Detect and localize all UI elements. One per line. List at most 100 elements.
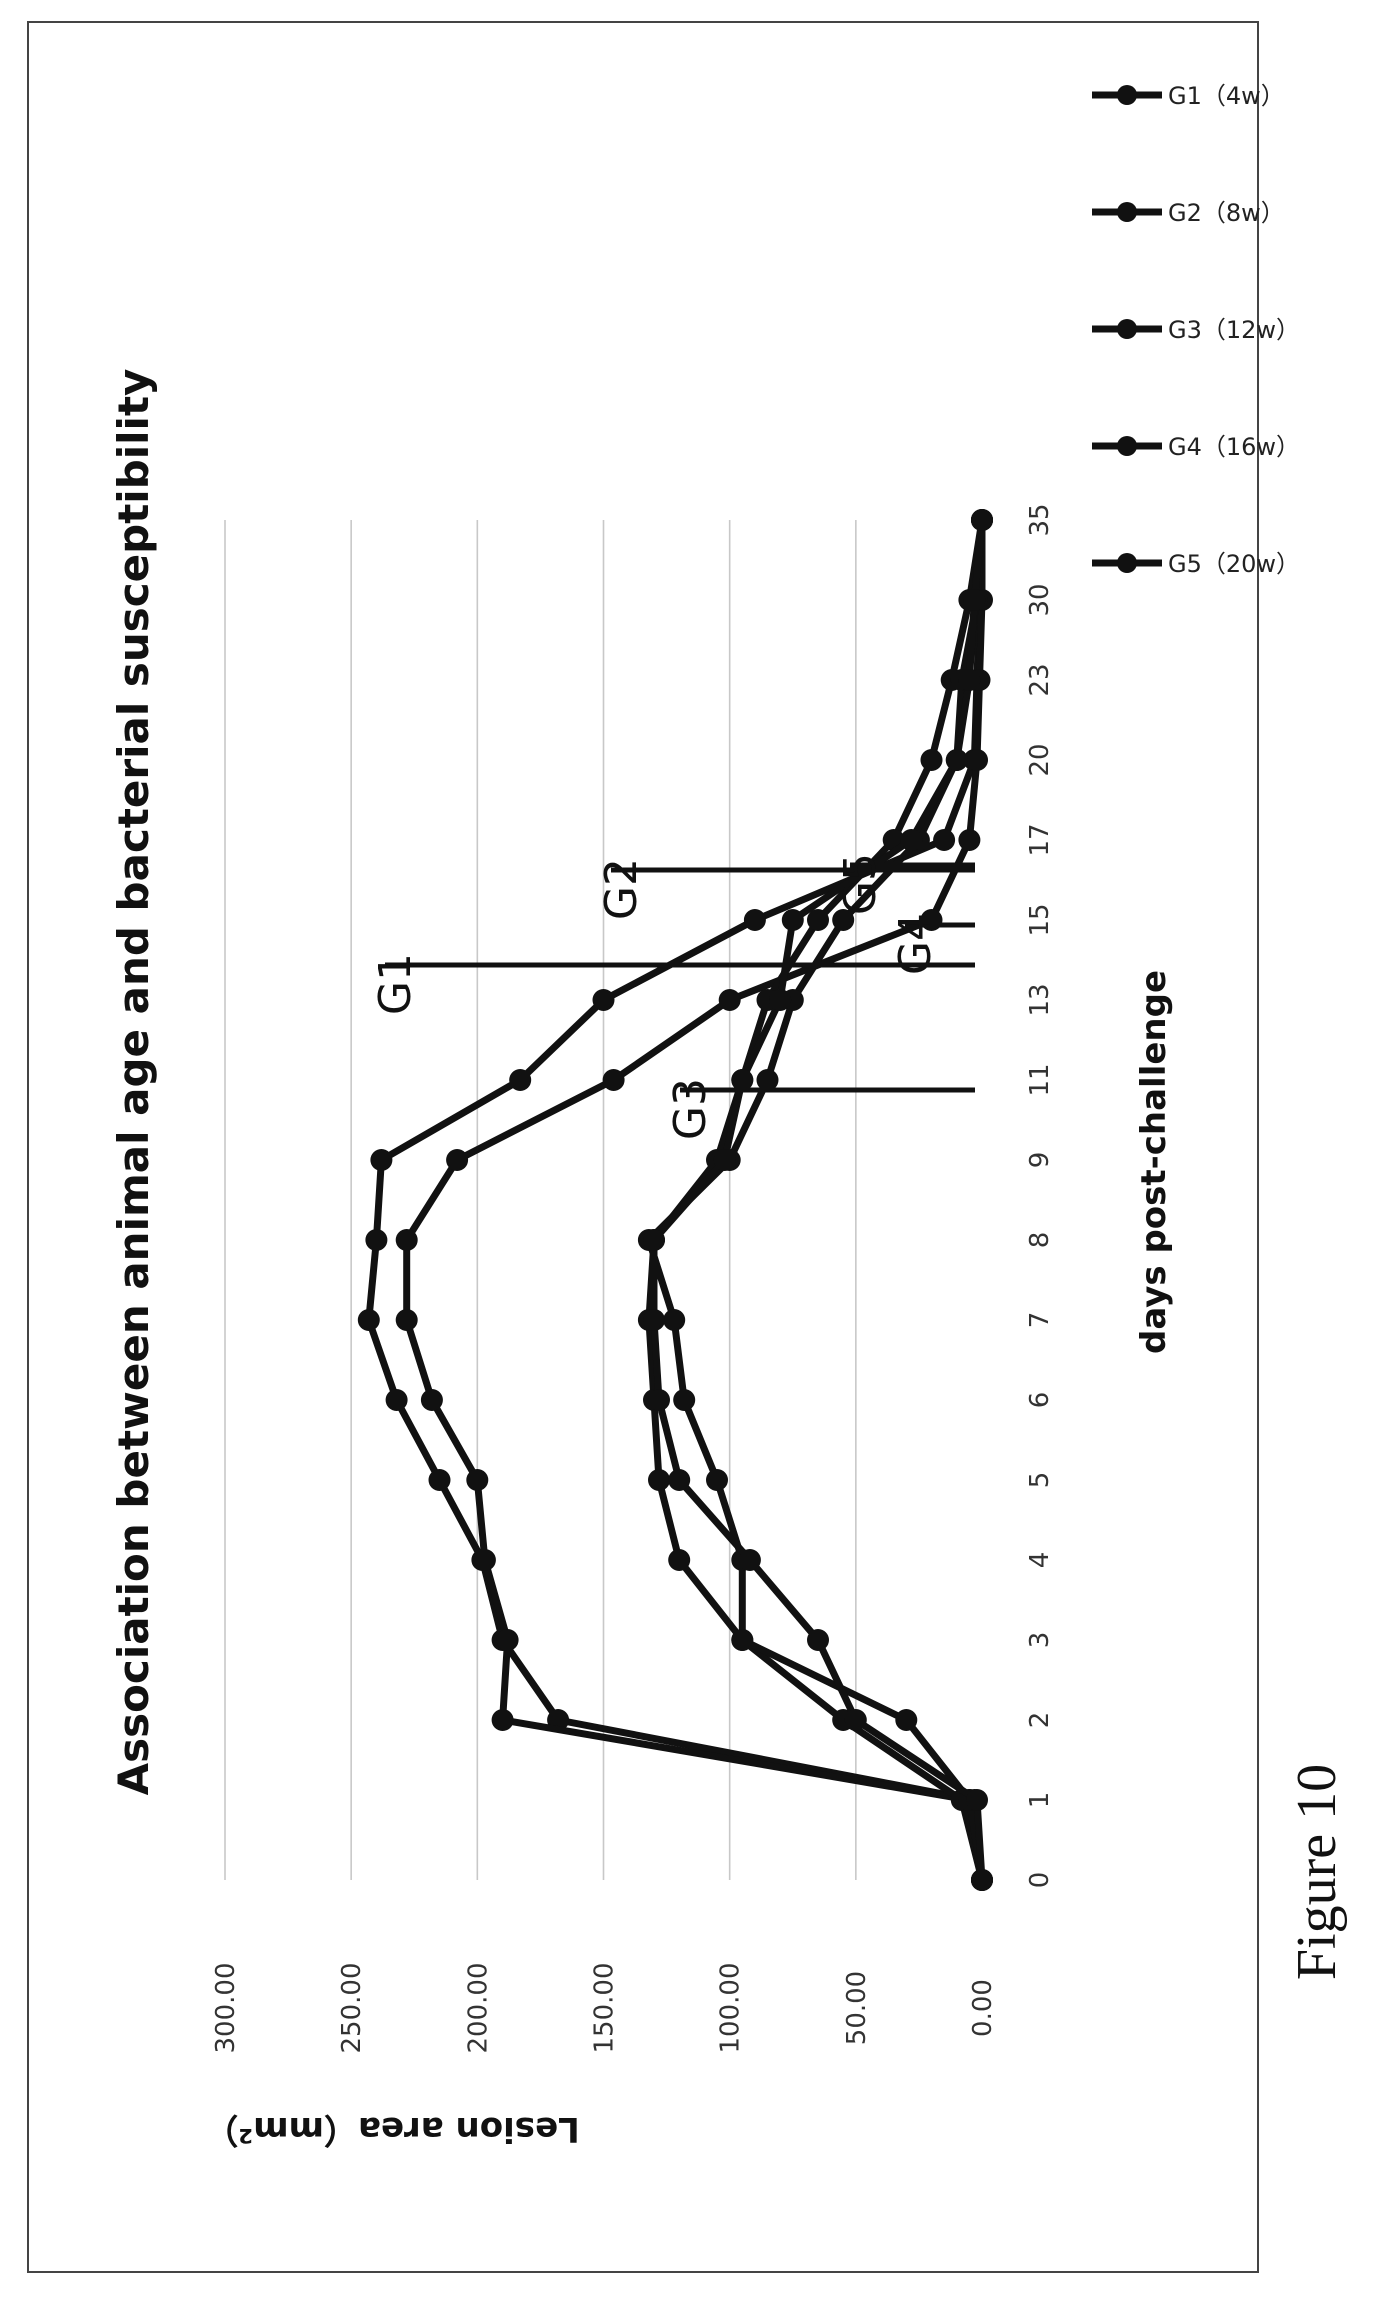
figure-caption: Figure 10 [1286,1764,1348,1980]
x-tick-label: 6 [1025,1392,1055,1409]
data-point [509,1069,532,1091]
legend-marker [1117,553,1137,573]
data-point [743,909,766,931]
x-tick-label: 8 [1025,1232,1055,1249]
data-point [895,1709,918,1731]
x-tick-label: 1 [1025,1792,1055,1809]
data-point [807,909,829,931]
data-point [900,829,923,851]
data-point [592,989,615,1011]
legend-marker [1117,436,1137,456]
data-point [385,1389,408,1411]
data-point [357,1309,380,1331]
data-point [832,909,855,931]
data-point [807,1629,829,1651]
y-tick-label: 300.00 [211,1963,241,2054]
x-tick-label: 7 [1025,1312,1055,1329]
data-point [466,1469,489,1491]
data-point [648,1389,670,1411]
data-point [971,509,993,531]
annotation-label-g2: G2 [596,858,647,920]
legend-marker [1117,85,1137,105]
data-point [756,1069,779,1091]
legend: G1（4w） G2（8w） G3（12w） G4（16w） G5（20w） [1092,82,1300,578]
data-point [491,1709,514,1731]
x-tick-label: 35 [1025,503,1055,536]
x-tick-label: 11 [1025,1063,1055,1096]
data-point [731,1629,754,1651]
x-tick-label: 15 [1025,903,1055,936]
data-point [648,1469,670,1491]
data-point [769,989,792,1011]
data-point [643,1229,665,1251]
legend-item-g4: G4（16w） [1092,433,1300,461]
data-point [446,1149,469,1171]
series-line [403,520,986,1881]
annotation-label-g4: G4 [890,913,941,975]
data-point [643,1309,665,1331]
data-point [945,749,968,771]
data-point [663,1309,686,1331]
y-tick-label: 100.00 [716,1963,746,2054]
x-tick-label: 0 [1025,1872,1055,1889]
data-point [958,669,981,691]
legend-marker [1117,319,1137,339]
data-point [933,829,956,851]
data-point [473,1549,496,1571]
legend-marker [1117,202,1137,222]
x-axis-title: days post-challenge [1134,970,1174,1354]
legend-item-g5: G5（20w） [1092,550,1300,578]
y-tick-labels: 0.00 50.00 100.00 150.00 200.00 250.00 300.00 [211,1963,998,2054]
series-line [645,519,986,1881]
data-series [357,509,993,1891]
data-point [602,1069,625,1091]
data-point [971,1869,993,1891]
data-point [365,1229,388,1251]
data-point [428,1469,451,1491]
data-point [966,749,988,771]
x-tick-label: 17 [1025,823,1055,856]
series-g5 [643,509,993,1891]
y-tick-label: 250.00 [337,1963,367,2054]
y-axis-title: Lesion area（mm²） [204,2109,579,2149]
x-tick-label: 5 [1025,1472,1055,1489]
x-tick-label: 9 [1025,1152,1055,1169]
x-tick-label: 3 [1025,1632,1055,1649]
legend-label: G4（16w） [1168,433,1300,461]
data-point [844,1709,867,1731]
y-tick-label: 0.00 [968,1979,998,2037]
x-tick-label: 20 [1025,743,1055,776]
y-tick-label: 50.00 [842,1971,872,2045]
data-point [920,749,943,771]
data-point [370,1149,393,1171]
x-tick-label: 30 [1025,583,1055,616]
series-g2 [395,509,993,1891]
y-tick-label: 200.00 [463,1963,493,2054]
data-point [731,1069,754,1091]
series-line [365,519,986,1881]
x-tick-label: 23 [1025,663,1055,696]
annotation-label-g5: G5 [835,853,886,915]
legend-label: G1（4w） [1168,82,1285,110]
series-g1 [357,509,993,1891]
x-tick-label: 13 [1025,983,1055,1016]
legend-label: G2（8w） [1168,199,1285,227]
legend-item-g3: G3（12w） [1092,316,1300,344]
data-point [713,1149,736,1171]
data-point [668,1469,691,1491]
data-point [738,1549,761,1571]
x-tick-label: 4 [1025,1552,1055,1569]
series-line [650,519,986,1881]
y-tick-label: 150.00 [590,1963,620,2054]
data-point [420,1389,443,1411]
annotation-label-g1: G1 [370,953,421,1015]
data-point [718,989,741,1011]
annotation-label-g3: G3 [665,1078,716,1140]
data-point [496,1629,519,1651]
data-point [673,1389,696,1411]
legend-item-g2: G2（8w） [1092,199,1285,227]
